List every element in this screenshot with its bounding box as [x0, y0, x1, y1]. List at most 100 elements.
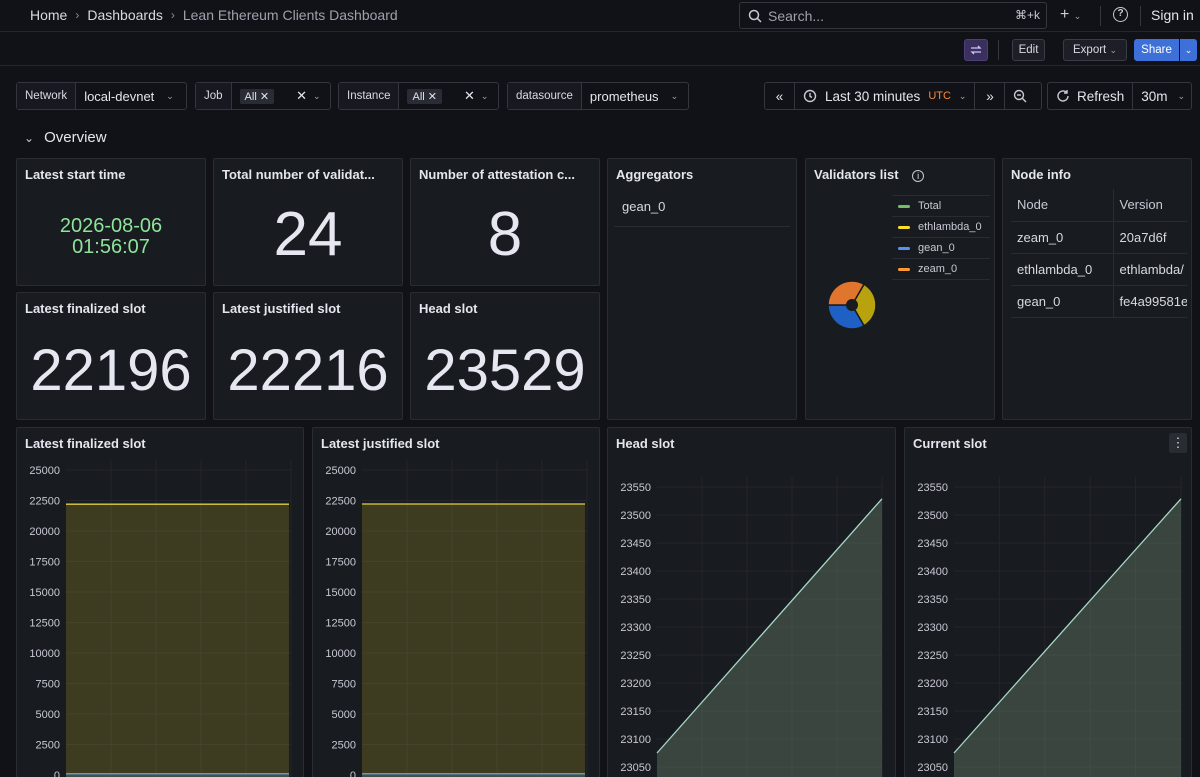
panel-latest-start-time: Latest start time 2026-08-06 01:56:07	[16, 158, 206, 286]
y-tick-label: 17500	[325, 557, 356, 569]
panel-total-validators: Total number of validat... 24	[213, 158, 403, 286]
close-icon[interactable]: ✕	[259, 90, 270, 103]
column-header-node[interactable]: Node	[1011, 189, 1114, 222]
variable-network[interactable]: Network local-devnet ⌄	[16, 82, 187, 110]
variable-job[interactable]: Job All ✕ ✕ ⌄	[195, 82, 331, 110]
y-tick-label: 10000	[325, 648, 356, 660]
variable-label: Instance	[339, 83, 400, 109]
chevron-right-icon: ›	[75, 8, 80, 22]
table-cell: ethlambda_0	[1011, 253, 1114, 286]
panel-current-timeseries: Current slot ⋮ 23550 23500 23450 23400 23350…	[904, 427, 1192, 777]
swap-button[interactable]	[964, 39, 988, 61]
start-time: 01:56:07	[72, 236, 150, 258]
table-row: zeam_0 20a7d6f	[1011, 221, 1187, 254]
y-tick-label: 7500	[332, 679, 356, 691]
y-tick-label: 0	[350, 770, 356, 777]
value-chip[interactable]: All ✕	[239, 88, 275, 104]
refresh-interval-label: 30m	[1141, 88, 1168, 104]
panel-node-info: Node info Node Version zeam_0 20a7d6f eth…	[1002, 158, 1192, 420]
zoom-out-button[interactable]	[1005, 89, 1035, 103]
edit-button[interactable]: Edit	[1012, 39, 1045, 61]
info-icon[interactable]: i	[912, 170, 925, 182]
variable-value[interactable]: All ✕ ✕ ⌄	[232, 88, 329, 104]
refresh-interval-select[interactable]: 30m ⌄	[1133, 89, 1193, 104]
refresh-icon	[1057, 90, 1069, 102]
share-dropdown-button[interactable]: ⌄	[1180, 39, 1197, 61]
chip-label: All	[244, 90, 257, 103]
breadcrumb-home[interactable]: Home	[30, 7, 68, 23]
legend-item[interactable]: Total	[892, 196, 990, 217]
series-area	[362, 503, 585, 777]
y-tick-label: 23400	[620, 566, 651, 578]
variable-value[interactable]: local-devnet ⌄	[76, 89, 182, 104]
variable-instance[interactable]: Instance All ✕ ✕ ⌄	[338, 82, 499, 110]
legend-item[interactable]: zeam_0	[892, 259, 990, 280]
legend-swatch	[898, 204, 910, 208]
y-tick-label: 23350	[917, 594, 948, 606]
legend-swatch	[898, 246, 910, 250]
variable-datasource[interactable]: datasource prometheus ⌄	[507, 82, 689, 110]
y-tick-label: 22500	[325, 496, 356, 508]
timezone-label: UTC	[928, 90, 951, 102]
row-title: Overview	[44, 129, 107, 146]
swap-icon	[970, 45, 982, 55]
export-button[interactable]: Export ⌄	[1063, 39, 1127, 61]
time-forward-button[interactable]: »	[975, 83, 1006, 109]
clock-icon	[803, 89, 817, 103]
chip-label: All	[412, 90, 425, 103]
y-tick-label: 23250	[620, 650, 651, 662]
legend-label: zeam_0	[918, 263, 958, 275]
legend-label: Total	[918, 200, 942, 212]
y-tick-label: 23550	[917, 482, 948, 494]
divider	[998, 40, 999, 60]
column-header-version[interactable]: Version	[1113, 189, 1187, 222]
stat-value: 22216	[227, 338, 389, 403]
legend-item[interactable]: ethlambda_0	[892, 217, 990, 238]
panel-title: Latest finalized slot	[25, 301, 146, 316]
chevron-right-icon: ›	[170, 8, 175, 22]
value-chip[interactable]: All ✕	[407, 88, 442, 104]
panel-menu-icon[interactable]: ⋮	[1169, 433, 1187, 453]
variable-value-text: prometheus	[589, 88, 659, 104]
y-tick-label: 10000	[29, 648, 60, 660]
y-tick-label: 20000	[29, 526, 60, 538]
y-tick-label: 12500	[325, 618, 356, 630]
variables-bar: Network local-devnet ⌄ Job All ✕ ✕ ⌄ Instan…	[0, 80, 1200, 112]
pie-slice	[851, 283, 877, 327]
panel-title: Aggregators	[616, 167, 694, 182]
help-icon[interactable]: ?	[1113, 7, 1128, 22]
panel-title: Validators list i	[814, 167, 925, 182]
time-back-button[interactable]: «	[765, 83, 795, 109]
variable-value[interactable]: prometheus ⌄	[582, 89, 686, 104]
table-header-row: Node Version	[1011, 189, 1187, 222]
y-tick-label: 22500	[29, 496, 60, 508]
row-overview[interactable]: ⌄ Overview	[24, 129, 107, 146]
refresh-button[interactable]: Refresh	[1048, 83, 1134, 109]
y-tick-label: 17500	[29, 557, 60, 569]
time-range-label: Last 30 minutes	[825, 88, 921, 104]
series-area	[362, 773, 585, 777]
new-menu-button[interactable]: + ⌄	[1060, 6, 1081, 24]
share-button[interactable]: Share	[1134, 39, 1179, 61]
y-tick-label: 23500	[620, 510, 651, 522]
legend-item[interactable]: gean_0	[892, 238, 990, 259]
close-icon[interactable]: ✕	[427, 90, 437, 103]
breadcrumb-dashboards[interactable]: Dashboards	[87, 7, 163, 23]
clear-icon[interactable]: ✕	[464, 88, 475, 103]
y-tick-label: 23200	[620, 678, 651, 690]
y-tick-label: 23150	[917, 706, 948, 718]
sign-in-link[interactable]: Sign in	[1151, 7, 1194, 23]
stat-value: 23529	[424, 338, 586, 403]
pie-legend: Total ethlambda_0 gean_0 zeam_0	[892, 195, 990, 280]
time-range-button[interactable]: Last 30 minutes UTC ⌄	[795, 83, 976, 109]
stat-value: 8	[487, 200, 523, 269]
time-picker: « Last 30 minutes UTC ⌄ »	[764, 82, 1042, 110]
clear-icon[interactable]: ✕	[296, 88, 307, 103]
y-tick-label: 7500	[36, 679, 60, 691]
chevron-down-icon: ⌄	[480, 90, 489, 101]
panel-title: Current slot	[913, 436, 987, 451]
search-input[interactable]: Search... ⌘+k	[739, 2, 1047, 29]
y-tick-label: 23400	[917, 566, 948, 578]
variable-value[interactable]: All ✕ ✕ ⌄	[399, 88, 496, 104]
variable-label: datasource	[508, 83, 582, 109]
